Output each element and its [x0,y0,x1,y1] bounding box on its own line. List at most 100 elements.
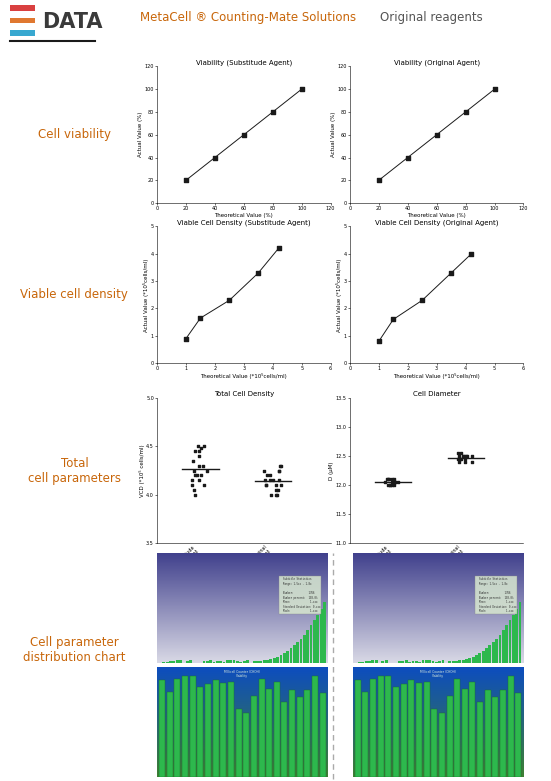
Bar [166,662,169,664]
Bar [10,30,35,36]
Point [187,474,196,487]
Point [455,450,463,462]
Point [277,479,285,491]
Text: DATA: DATA [42,12,102,32]
Bar [209,660,212,664]
Bar [512,615,515,664]
Point [273,488,282,501]
Bar [391,663,395,664]
Text: Viable cell density: Viable cell density [20,288,128,301]
Y-axis label: Actual Value (%): Actual Value (%) [138,112,143,158]
Point [403,152,412,164]
Point [275,464,284,476]
Bar [323,602,326,664]
Bar [229,660,232,664]
Point [197,469,206,482]
Bar [256,662,259,664]
Y-axis label: Actual Value (*10⁵cells/ml): Actual Value (*10⁵cells/ml) [336,259,342,331]
Bar [378,662,381,664]
Bar [469,683,476,777]
Bar [515,608,518,664]
Point [225,294,234,306]
Bar [489,645,491,664]
Bar [279,655,282,664]
Bar [320,608,322,664]
Bar [375,661,377,664]
Bar [282,702,288,777]
Point [273,483,282,496]
Bar [293,645,296,664]
Bar [163,662,165,664]
Bar [477,702,483,777]
Bar [405,660,408,664]
Bar [492,642,495,664]
Point [203,464,212,476]
Bar [190,676,196,777]
Bar [305,690,310,777]
Bar [266,660,269,664]
Bar [239,662,242,664]
Point [193,440,202,453]
Point [456,447,465,459]
Bar [408,680,414,777]
Bar [502,630,505,664]
Point [195,450,203,462]
Bar [175,679,180,777]
Point [191,469,199,482]
Point [432,129,441,141]
Bar [505,626,508,664]
Bar [216,661,219,664]
Bar [197,687,203,777]
Bar [515,693,521,777]
Bar [449,662,451,664]
Point [195,459,203,472]
Bar [253,662,256,664]
Point [388,473,397,486]
Bar [236,708,241,777]
Y-axis label: D (μM): D (μM) [329,462,334,480]
Point [195,445,203,458]
Title: Viability (Substitude Agent): Viability (Substitude Agent) [196,59,292,66]
Text: Millicell Counter (CHOH)
Viability: Millicell Counter (CHOH) Viability [224,670,261,679]
Bar [233,660,235,664]
Point [196,312,205,324]
Bar [393,687,399,777]
Bar [213,680,219,777]
Point [199,440,208,453]
Title: Viable Cell Density (Original Agent): Viable Cell Density (Original Agent) [375,219,499,226]
X-axis label: Theoretical Value (%): Theoretical Value (%) [407,212,466,218]
Bar [499,635,501,664]
Point [265,469,274,482]
Bar [186,662,188,664]
Bar [246,660,249,664]
Bar [303,635,306,664]
Text: Original reagents: Original reagents [380,11,483,23]
Point [467,450,476,462]
Bar [169,662,172,664]
Bar [182,662,185,664]
Bar [454,679,460,777]
Point [274,474,283,487]
Point [191,445,199,458]
Bar [269,659,272,664]
Bar [500,690,506,777]
Bar [462,689,468,777]
Point [454,453,463,465]
Bar [385,676,391,777]
Point [197,442,206,455]
Bar [422,660,424,664]
Point [461,105,470,118]
Point [261,479,270,491]
Bar [465,659,468,664]
Point [261,479,270,491]
Bar [263,661,266,664]
Point [265,474,274,487]
Text: Subtitle Statistics
  Range: 1.5xx - 1.8x

  Number:          1766
  Number perc: Subtitle Statistics Range: 1.5xx - 1.8x … [280,577,321,613]
Point [387,476,396,488]
Point [239,129,248,141]
Bar [475,655,478,664]
Point [455,455,463,468]
Bar [276,657,279,664]
Bar [431,661,434,664]
Point [383,479,392,491]
